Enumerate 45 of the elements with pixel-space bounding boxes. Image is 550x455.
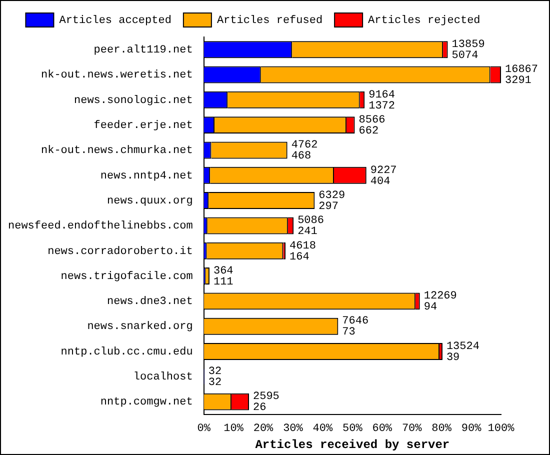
y-tick-label: news.trigofacile.com [60, 270, 194, 283]
y-tick-label: feeder.erje.net [94, 120, 193, 132]
x-tick-label: 90% [461, 422, 482, 435]
y-tick-label: peer.alt119.net [94, 44, 193, 56]
x-tick-label: 20% [253, 422, 274, 435]
x-tick-label: 40% [312, 422, 333, 435]
y-tick-label: localhost [133, 372, 193, 384]
annotation: 364 111 [213, 265, 234, 288]
y-tick-label: news.dne3.net [107, 296, 193, 308]
x-tick-label: 60% [372, 422, 392, 435]
annotation: 9164 1372 [368, 89, 396, 112]
y-tick-label: nk-out.news.chmurka.net [41, 145, 193, 158]
legend-label: Articles refused [216, 14, 323, 27]
legend-label: Articles rejected [368, 14, 480, 27]
x-axis-title: Articles received by server [255, 438, 450, 452]
x-tick-label: 0% [197, 422, 211, 435]
annotation: 5086 241 [298, 215, 324, 238]
y-tick-label: news.quux.org [107, 195, 193, 208]
y-tick-label: nntp.club.cc.cmu.edu [60, 346, 193, 358]
x-tick-label: 10% [224, 422, 244, 435]
x-tick-label: 80% [432, 422, 452, 435]
annotation: 13859 5074 [452, 38, 485, 62]
annotation: 9227 404 [370, 164, 397, 188]
y-tick-label: news.sonologic.net [74, 94, 193, 107]
y-tick-label: newsfeed.endofthelinebbs.com [8, 220, 194, 233]
y-tick-label: nntp.comgw.net [100, 396, 193, 409]
annotation: 4618 164 [290, 240, 316, 264]
annotation: 16867 3291 [505, 64, 538, 88]
legend-label: Articles accepted [59, 14, 172, 27]
y-tick-label: news.corradoroberto.it [48, 246, 193, 258]
y-tick-label: news.snarked.org [87, 321, 193, 334]
x-tick-label: 30% [283, 422, 304, 435]
y-tick-label: nk-out.news.weretis.net [41, 70, 193, 82]
y-tick-label: news.nntp4.net [100, 170, 193, 182]
annotation: 4762 468 [291, 140, 318, 163]
x-tick-label: 50% [342, 422, 363, 435]
annotation: 7646 73 [342, 316, 369, 339]
annotation: 2595 26 [253, 391, 280, 414]
annotation: 6329 297 [318, 190, 346, 213]
annotation: 12269 94 [424, 290, 457, 314]
annotation: 32 32 [208, 366, 222, 390]
x-tick-label: 100% [488, 422, 515, 435]
annotation: 13524 39 [446, 340, 480, 364]
x-tick-label: 70% [402, 422, 422, 435]
annotation: 8566 662 [358, 114, 386, 138]
